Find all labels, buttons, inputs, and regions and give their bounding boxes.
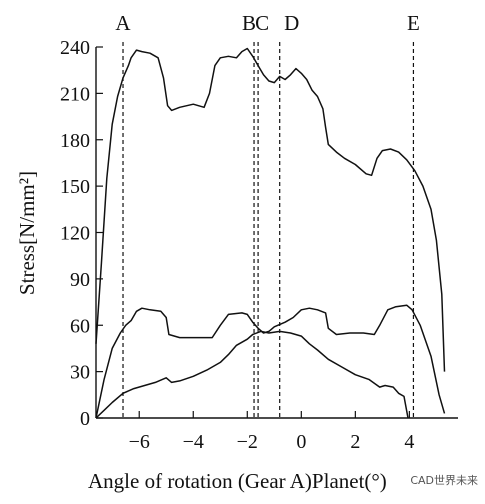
watermark-text: CAD世界未来 [410, 474, 478, 487]
marker-label-c: C [255, 11, 269, 35]
x-tick-label: −6 [129, 431, 150, 453]
y-tick-label: 150 [60, 176, 90, 198]
y-axis-title: Stress[N/mm²] [15, 171, 39, 295]
y-tick-label: 210 [60, 83, 90, 105]
y-tick-label: 30 [70, 362, 90, 384]
axes: 0 30 60 90 120 150 180 210 240 −6 −4 −2 0 2 4 [60, 37, 458, 453]
x-tick-label: 0 [296, 431, 306, 453]
series-line-3 [95, 330, 409, 419]
x-tick-label: −2 [237, 431, 258, 453]
y-tick-label: 90 [70, 269, 90, 291]
series-line-1 [95, 47, 446, 372]
y-tick-label: 240 [60, 37, 90, 59]
marker-label-e: E [407, 11, 420, 35]
x-tick-label: −4 [183, 431, 204, 453]
y-tick-label: 180 [60, 130, 90, 152]
y-tick-label: 120 [60, 223, 90, 245]
marker-label-a: A [115, 11, 131, 35]
axis-labels: Angle of rotation (Gear A)Planet(°) Stre… [15, 171, 478, 493]
y-tick-label: 60 [70, 315, 90, 337]
y-tick-label: 0 [80, 408, 90, 430]
marker-label-d: D [284, 11, 299, 35]
marker-label-b: B [242, 11, 256, 35]
x-axis-title: Angle of rotation (Gear A)Planet(°) [88, 469, 387, 493]
x-tick-label: 2 [350, 431, 360, 453]
series-line-2 [95, 304, 446, 419]
series-lines [95, 47, 446, 419]
x-tick-label: 4 [404, 431, 414, 453]
